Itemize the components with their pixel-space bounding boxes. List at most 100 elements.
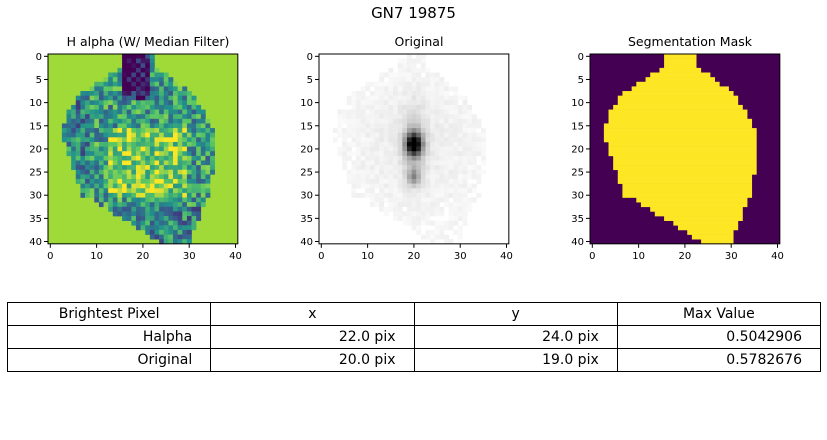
heatmap-cell	[108, 183, 114, 189]
heatmap-cell	[416, 192, 422, 198]
heatmap-cell	[71, 114, 77, 120]
heatmap-cell	[416, 95, 422, 101]
heatmap-cell	[425, 123, 431, 129]
heatmap-cell	[356, 146, 361, 152]
heatmap-cell	[191, 141, 197, 147]
heatmap-cell	[430, 91, 436, 96]
heatmap-cell	[481, 146, 486, 152]
heatmap-cell	[425, 137, 431, 143]
heatmap-cell	[369, 188, 375, 194]
heatmap-cell	[200, 179, 206, 184]
heatmap-cell	[416, 132, 422, 138]
heatmap-cell	[154, 197, 160, 203]
heatmap-cell	[182, 239, 188, 245]
heatmap-cell	[406, 179, 412, 184]
heatmap-cell	[467, 123, 473, 129]
heatmap-cell	[85, 128, 90, 134]
heatmap-cell	[117, 202, 123, 208]
heatmap-cell	[182, 216, 188, 221]
heatmap-cell	[196, 123, 202, 129]
heatmap-cell	[131, 202, 137, 208]
heatmap-cell	[406, 86, 412, 92]
heatmap-cell	[191, 132, 197, 138]
heatmap-cell	[94, 81, 100, 87]
heatmap-cell	[346, 151, 352, 157]
heatmap-cell	[430, 132, 436, 138]
mask-row	[645, 77, 716, 83]
heatmap-cell	[448, 169, 454, 175]
heatmap-cell	[448, 95, 454, 101]
heatmap-cell	[182, 211, 188, 217]
heatmap-cell	[374, 137, 380, 143]
table-row-label: Halpha	[6, 325, 212, 349]
heatmap-cell	[149, 128, 155, 134]
heatmap-cell	[182, 123, 188, 129]
x-tick-label: 10	[90, 251, 103, 262]
heatmap-cell	[122, 169, 128, 175]
heatmap-cell	[411, 216, 417, 221]
heatmap-cell	[103, 95, 109, 101]
heatmap-cell	[402, 109, 408, 115]
heatmap-cell	[402, 202, 408, 208]
heatmap-cell	[434, 151, 440, 157]
heatmap-cell	[205, 151, 211, 157]
heatmap-cell	[365, 174, 371, 180]
heatmap-cell	[471, 155, 477, 161]
heatmap-cell	[383, 114, 389, 120]
heatmap-cell	[205, 192, 211, 198]
heatmap-cell	[168, 220, 174, 226]
heatmap-cell	[346, 141, 352, 147]
heatmap-cell	[453, 86, 459, 92]
heatmap-cell	[200, 114, 206, 120]
heatmap-cell	[210, 160, 215, 166]
heatmap-cell	[444, 197, 449, 203]
heatmap-cell	[356, 114, 361, 120]
heatmap-cell	[379, 81, 385, 87]
heatmap-cell	[406, 100, 412, 106]
heatmap-cell	[434, 229, 440, 235]
heatmap-cell	[360, 114, 366, 120]
heatmap-cell	[135, 118, 141, 124]
heatmap-cell	[89, 132, 95, 138]
heatmap-cell	[205, 128, 211, 134]
heatmap-cell	[402, 211, 408, 217]
heatmap-cell	[397, 109, 403, 115]
heatmap-cell	[444, 100, 449, 106]
heatmap-cell	[346, 174, 352, 180]
heatmap-cell	[406, 183, 412, 189]
heatmap-cell	[75, 169, 81, 175]
heatmap-cell	[383, 151, 389, 157]
heatmap-cell	[210, 141, 215, 147]
heatmap-cell	[186, 151, 192, 157]
heatmap-cell	[430, 192, 436, 198]
heatmap-cell	[112, 137, 118, 143]
heatmap-cell	[98, 128, 104, 134]
heatmap-cell	[154, 220, 160, 226]
heatmap-cell	[420, 81, 426, 87]
heatmap-cell	[159, 146, 165, 152]
heatmap-cell	[467, 141, 473, 147]
heatmap-cell	[369, 95, 375, 101]
heatmap-cell	[205, 123, 211, 129]
heatmap-cell	[149, 206, 155, 212]
heatmap-cell	[145, 132, 151, 138]
heatmap-cell	[163, 234, 169, 240]
heatmap-cell	[140, 137, 146, 143]
heatmap-cell	[416, 137, 422, 143]
heatmap-cell	[411, 183, 417, 189]
heatmap-cell	[462, 100, 468, 106]
heatmap-cell	[163, 165, 169, 171]
heatmap-cell	[369, 132, 375, 138]
heatmap-cell	[85, 160, 90, 166]
heatmap-cell	[411, 95, 417, 101]
heatmap-cell	[108, 104, 114, 110]
heatmap-cell	[416, 146, 422, 152]
heatmap-cell	[61, 128, 67, 134]
heatmap-cell	[154, 137, 160, 143]
heatmap-cell	[117, 67, 123, 73]
heatmap-cell	[379, 155, 385, 161]
heatmap-cell	[196, 192, 202, 198]
heatmap-cell	[135, 128, 141, 134]
heatmap-cell	[402, 137, 408, 143]
heatmap-cell	[457, 146, 463, 152]
